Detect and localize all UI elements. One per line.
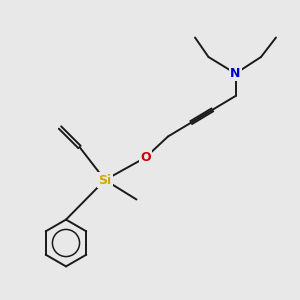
Text: O: O [140,151,151,164]
Text: Si: Si [98,173,112,187]
Text: N: N [230,67,241,80]
